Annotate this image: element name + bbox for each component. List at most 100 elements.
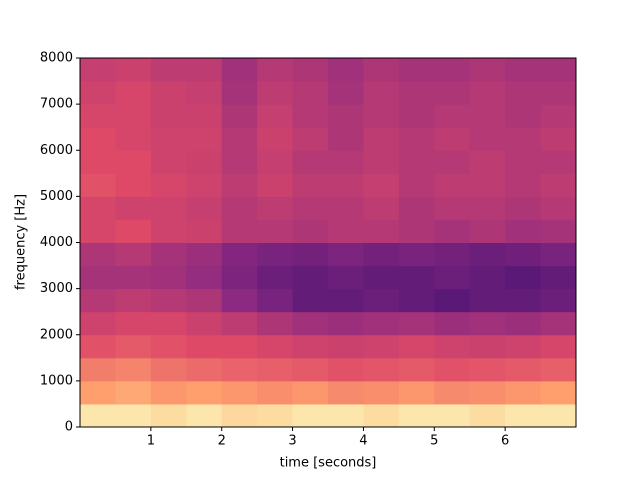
heatmap-cell	[505, 173, 542, 197]
heatmap-cell	[434, 311, 471, 336]
y-tick-label: 1000	[40, 373, 73, 388]
heatmap-cell	[540, 403, 577, 428]
heatmap-cell	[505, 311, 542, 336]
heatmap-cell	[292, 196, 329, 220]
heatmap-cell	[469, 81, 506, 105]
heatmap-cell	[292, 173, 329, 197]
heatmap-cell	[505, 127, 542, 151]
heatmap-cell	[115, 357, 152, 382]
heatmap-cell	[328, 265, 364, 290]
heatmap-cell	[150, 334, 187, 359]
heatmap-cell	[257, 104, 294, 128]
heatmap-cell	[328, 219, 364, 243]
heatmap-cell	[115, 380, 152, 405]
heatmap-cell	[398, 288, 435, 313]
heatmap-cell	[186, 81, 223, 105]
heatmap-cell	[80, 265, 116, 290]
heatmap-cell	[150, 104, 187, 128]
heatmap-cell	[469, 334, 506, 359]
heatmap-cell	[328, 288, 364, 313]
y-tick-label: 0	[65, 420, 73, 435]
heatmap-cell	[80, 219, 116, 243]
heatmap-cell	[80, 173, 116, 197]
heatmap-cell	[328, 150, 364, 174]
heatmap-cell	[292, 81, 329, 105]
heatmap-cell	[221, 357, 258, 382]
heatmap-cell	[115, 334, 152, 359]
heatmap-cell	[505, 196, 542, 220]
heatmap-cell	[434, 265, 471, 290]
heatmap-cell	[363, 334, 400, 359]
heatmap-cell	[186, 380, 223, 405]
heatmap-cell	[434, 334, 471, 359]
heatmap-cell	[186, 219, 223, 243]
heatmap-cell	[292, 334, 329, 359]
heatmap-cell	[257, 357, 294, 382]
heatmap-cell	[469, 288, 506, 313]
heatmap-cell	[292, 403, 329, 428]
heatmap-cell	[363, 219, 400, 243]
heatmap-cell	[257, 380, 294, 405]
heatmap-cell	[469, 58, 506, 82]
heatmap-cell	[363, 242, 400, 267]
heatmap-cell	[150, 127, 187, 151]
heatmap-cell	[150, 403, 187, 428]
heatmap-cell	[328, 196, 364, 220]
heatmap-cell	[540, 58, 577, 82]
heatmap-cell	[398, 242, 435, 267]
x-tick-label: 6	[501, 434, 509, 449]
heatmap-cell	[540, 242, 577, 267]
heatmap-cell	[115, 127, 152, 151]
heatmap-cell	[328, 104, 364, 128]
heatmap-cell	[257, 150, 294, 174]
heatmap-cell	[115, 403, 152, 428]
heatmap-cell	[398, 127, 435, 151]
heatmap-cell	[292, 150, 329, 174]
heatmap-cell	[363, 58, 400, 82]
heatmap-cell	[292, 357, 329, 382]
heatmap-cell	[115, 58, 152, 82]
heatmap-cell	[434, 150, 471, 174]
heatmap-cell	[363, 403, 400, 428]
heatmap-cell	[115, 311, 152, 336]
heatmap-cell	[434, 81, 471, 105]
heatmap-cell	[150, 173, 187, 197]
heatmap-cell	[292, 380, 329, 405]
heatmap-cell	[115, 219, 152, 243]
heatmap-cell	[257, 265, 294, 290]
heatmap-cell	[221, 150, 258, 174]
heatmap-cell	[80, 127, 116, 151]
heatmap-cell	[221, 311, 258, 336]
heatmap-cell	[505, 334, 542, 359]
heatmap-cell	[257, 196, 294, 220]
heatmap-cell	[434, 127, 471, 151]
heatmap-cell	[540, 81, 577, 105]
heatmap-cell	[221, 58, 258, 82]
x-tick-label: 1	[147, 434, 155, 449]
heatmap-cell	[434, 242, 471, 267]
heatmap-cell	[221, 127, 258, 151]
heatmap-cell	[186, 104, 223, 128]
heatmap-cell	[150, 380, 187, 405]
heatmap-cell	[292, 265, 329, 290]
heatmap-cell	[328, 403, 364, 428]
heatmap-cell	[505, 150, 542, 174]
heatmap-cell	[540, 150, 577, 174]
heatmap-cell	[540, 311, 577, 336]
heatmap-cell	[186, 173, 223, 197]
heatmap-cell	[434, 357, 471, 382]
heatmap-cell	[363, 150, 400, 174]
heatmap-cell	[257, 288, 294, 313]
heatmap-cell	[540, 104, 577, 128]
heatmap-cell	[221, 334, 258, 359]
heatmap-cell	[540, 127, 577, 151]
heatmap-cell	[115, 288, 152, 313]
heatmap-cell	[257, 81, 294, 105]
y-axis-label: frequency [Hz]	[14, 194, 29, 290]
heatmap-cell	[398, 219, 435, 243]
heatmap-cell	[328, 357, 364, 382]
heatmap-cell	[115, 265, 152, 290]
heatmap-cell	[257, 334, 294, 359]
heatmap-cell	[257, 173, 294, 197]
x-axis-label: time [seconds]	[280, 456, 377, 471]
